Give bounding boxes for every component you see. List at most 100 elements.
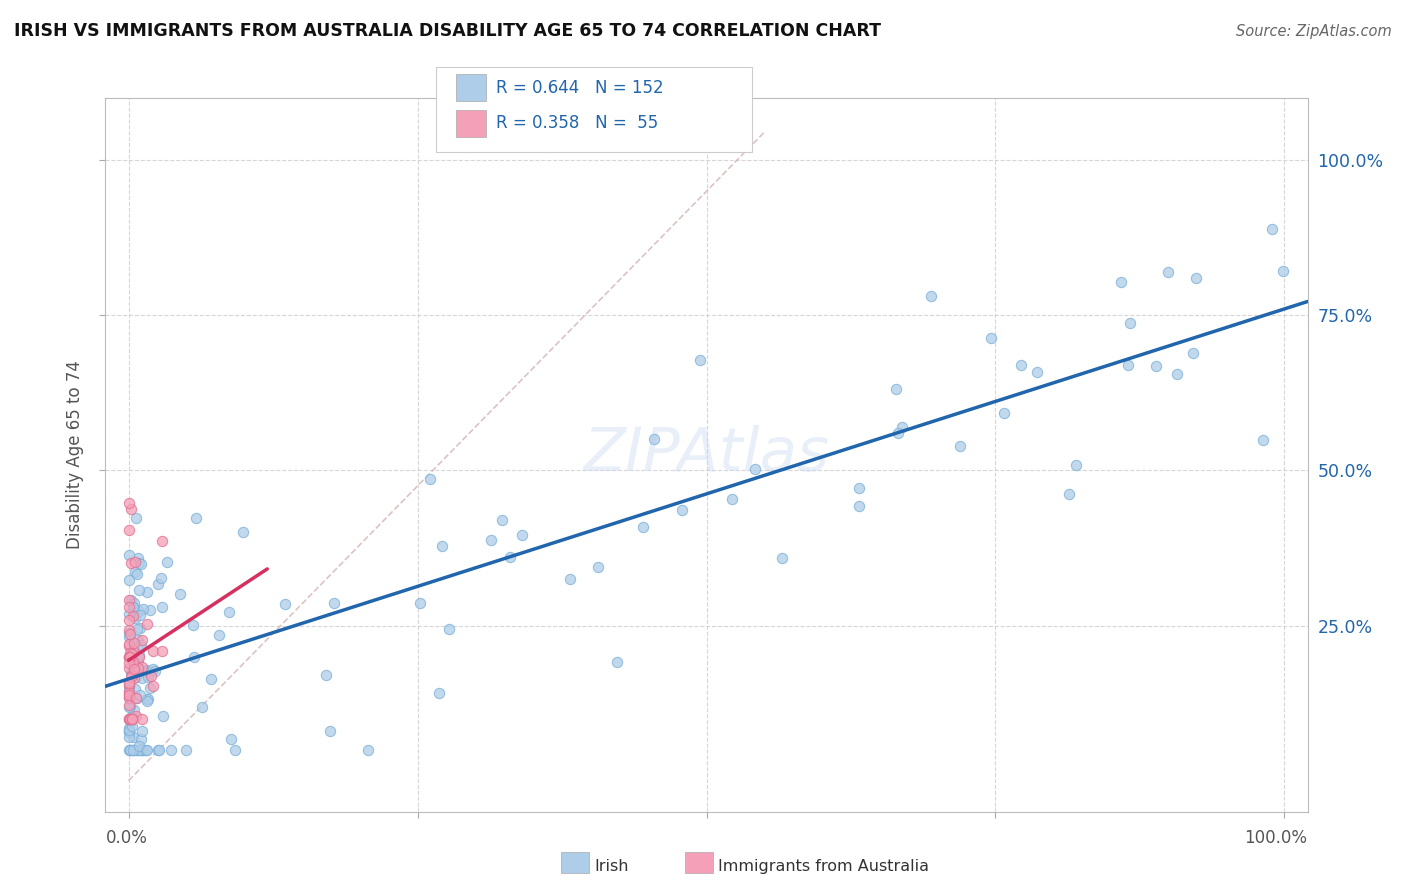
Point [121, 719, 143, 733]
Point [120, 714, 142, 728]
Point [131, 672, 153, 686]
Point [118, 677, 141, 691]
Point [993, 406, 1015, 420]
Point [129, 640, 152, 655]
Point [128, 583, 150, 598]
Point [232, 525, 254, 540]
Point [128, 739, 150, 753]
Point [146, 742, 169, 756]
Point [117, 687, 139, 701]
Point [118, 742, 141, 756]
Point [118, 649, 141, 664]
Point [315, 667, 337, 681]
Point [176, 742, 198, 756]
Point [131, 659, 153, 673]
Point [118, 626, 141, 640]
Point [432, 539, 454, 553]
Point [135, 585, 157, 599]
Point [136, 670, 159, 684]
Point [131, 742, 153, 756]
Point [117, 607, 139, 621]
Point [118, 626, 141, 640]
Point [128, 604, 150, 618]
Point [127, 654, 149, 668]
Point [132, 664, 155, 678]
Point [131, 723, 153, 738]
Point [479, 533, 502, 548]
Point [323, 596, 346, 610]
Point [149, 571, 172, 585]
Point [143, 665, 166, 679]
Point [118, 730, 141, 744]
Text: 0.0%: 0.0% [105, 829, 148, 847]
Point [1185, 270, 1208, 285]
Point [136, 694, 159, 708]
Point [124, 681, 146, 696]
Point [1182, 345, 1205, 359]
Point [122, 608, 145, 623]
Point [118, 723, 141, 737]
Point [128, 688, 150, 702]
Point [127, 661, 149, 675]
Point [118, 523, 141, 537]
Point [121, 667, 143, 681]
Point [118, 631, 141, 645]
Point [117, 656, 139, 670]
Point [127, 551, 149, 566]
Point [121, 648, 143, 662]
Point [129, 639, 152, 653]
Point [120, 634, 142, 648]
Point [121, 709, 143, 723]
Point [419, 471, 441, 485]
Point [125, 622, 148, 636]
Point [117, 592, 139, 607]
Point [125, 670, 148, 684]
Point [142, 662, 165, 676]
Point [848, 481, 870, 495]
Point [949, 439, 972, 453]
Text: IRISH VS IMMIGRANTS FROM AUSTRALIA DISABILITY AGE 65 TO 74 CORRELATION CHART: IRISH VS IMMIGRANTS FROM AUSTRALIA DISAB… [14, 21, 882, 39]
Point [152, 709, 174, 723]
Point [510, 528, 533, 542]
Point [136, 617, 159, 632]
Point [1026, 366, 1049, 380]
Point [135, 691, 157, 706]
Point [671, 502, 693, 516]
Point [1157, 265, 1180, 279]
Point [131, 742, 153, 756]
Point [121, 655, 143, 669]
Point [891, 420, 914, 434]
Point [1272, 264, 1295, 278]
Point [120, 556, 142, 570]
Y-axis label: Disability Age 65 to 74: Disability Age 65 to 74 [66, 360, 84, 549]
Point [1260, 221, 1282, 235]
Point [120, 742, 142, 756]
Point [491, 513, 513, 527]
Point [122, 742, 145, 756]
Text: Immigrants from Australia: Immigrants from Australia [718, 859, 929, 873]
Point [689, 353, 711, 368]
Point [121, 592, 143, 607]
Point [117, 682, 139, 697]
Point [120, 646, 142, 660]
Point [131, 633, 153, 648]
Point [181, 617, 204, 632]
Point [129, 558, 152, 572]
Point [319, 723, 342, 738]
Point [120, 501, 142, 516]
Point [120, 665, 142, 680]
Point [131, 742, 153, 756]
Point [117, 698, 139, 712]
Point [150, 644, 173, 658]
Point [148, 577, 170, 591]
Point [409, 596, 432, 610]
Point [1066, 458, 1088, 473]
Point [125, 691, 148, 706]
Point [117, 675, 139, 690]
Point [136, 742, 159, 756]
Point [117, 712, 139, 726]
Point [118, 661, 141, 675]
Point [131, 712, 153, 726]
Point [1118, 316, 1140, 330]
Point [884, 383, 907, 397]
